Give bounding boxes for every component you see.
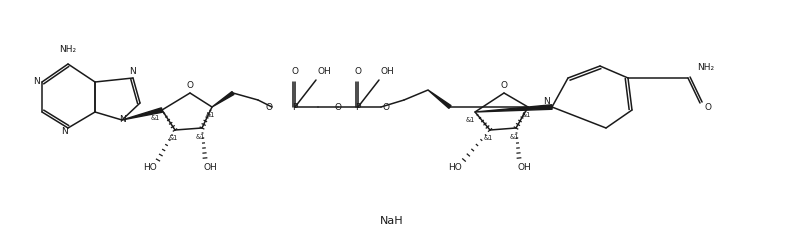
Text: O: O xyxy=(382,103,389,112)
Polygon shape xyxy=(212,92,234,107)
Text: OH: OH xyxy=(380,68,394,77)
Text: &1: &1 xyxy=(195,134,205,140)
Text: NH₂: NH₂ xyxy=(60,45,77,54)
Text: O: O xyxy=(501,80,507,89)
Polygon shape xyxy=(122,108,162,120)
Text: O: O xyxy=(291,68,298,77)
Text: NH₂: NH₂ xyxy=(697,63,714,72)
Text: N: N xyxy=(60,128,68,137)
Text: O: O xyxy=(355,68,362,77)
Text: &1: &1 xyxy=(206,112,214,118)
Polygon shape xyxy=(475,105,552,112)
Text: N: N xyxy=(119,115,126,124)
Text: &1: &1 xyxy=(168,135,177,141)
Text: O: O xyxy=(334,103,341,112)
Text: O: O xyxy=(187,80,193,89)
Text: &1: &1 xyxy=(521,112,531,118)
Text: &1: &1 xyxy=(466,117,475,123)
Text: HO: HO xyxy=(448,164,462,173)
Text: N: N xyxy=(33,78,39,87)
Polygon shape xyxy=(428,90,451,108)
Text: &1: &1 xyxy=(484,135,493,141)
Text: OH: OH xyxy=(517,164,531,173)
Text: NaH: NaH xyxy=(380,216,403,226)
Text: &1: &1 xyxy=(509,134,519,140)
Text: N: N xyxy=(130,68,137,77)
Text: O: O xyxy=(265,103,272,112)
Text: HO: HO xyxy=(143,164,157,173)
Text: P: P xyxy=(356,103,360,112)
Text: &1: &1 xyxy=(151,115,159,121)
Text: OH: OH xyxy=(317,68,330,77)
Text: O: O xyxy=(704,104,711,113)
Text: P: P xyxy=(292,103,298,112)
Text: OH: OH xyxy=(203,164,217,173)
Text: N: N xyxy=(542,97,550,106)
